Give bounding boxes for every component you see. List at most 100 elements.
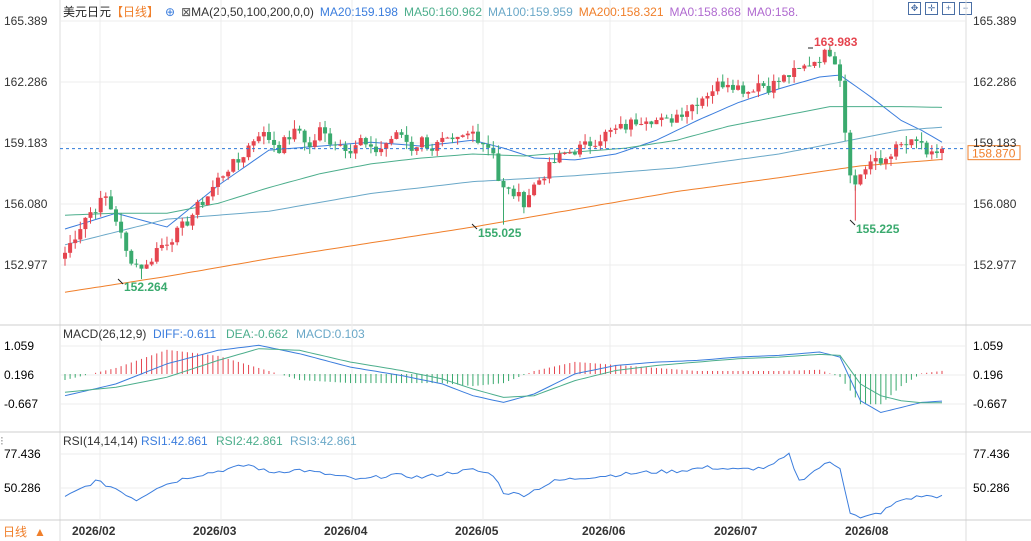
price-tick-right-4: 152.977 xyxy=(973,258,1017,272)
candle-body-137 xyxy=(761,83,766,86)
candle-body-41 xyxy=(272,139,277,145)
candle-body-40 xyxy=(266,132,271,140)
low-marker-2 xyxy=(471,223,478,230)
candle-body-11 xyxy=(119,221,124,233)
candle-body-126 xyxy=(705,96,710,99)
candle-body-89 xyxy=(516,192,521,197)
price-tick-right-1: 162.286 xyxy=(973,75,1017,89)
candle-body-49 xyxy=(312,140,317,147)
candle-body-36 xyxy=(246,145,251,158)
candle-body-103 xyxy=(588,141,593,146)
candle-body-73 xyxy=(435,141,440,151)
ma0-value-a: MA0:158.868 xyxy=(669,5,741,19)
candle-body-46 xyxy=(297,128,302,131)
candle-body-61 xyxy=(374,146,379,153)
candle-body-22 xyxy=(175,227,180,243)
candle-body-29 xyxy=(210,186,215,197)
candle-body-124 xyxy=(695,104,700,106)
candle-body-81 xyxy=(476,131,481,143)
rsi-tick-left-1: 50.286 xyxy=(4,481,41,495)
candle-body-84 xyxy=(491,147,496,154)
candle-body-167 xyxy=(914,139,919,142)
candle-body-14 xyxy=(134,263,139,265)
compare-icon[interactable]: ⊕ xyxy=(165,5,176,19)
candle-body-66 xyxy=(399,132,404,135)
candle-body-146 xyxy=(807,65,812,67)
candle-body-85 xyxy=(496,153,501,181)
candle-body-24 xyxy=(185,221,190,226)
x-tick-3: 2026/05 xyxy=(455,524,499,538)
crosshair-icon[interactable]: ✛ xyxy=(925,2,938,15)
candle-body-143 xyxy=(792,67,797,77)
macd-tick-right-1: 0.196 xyxy=(973,368,1003,382)
candle-body-17 xyxy=(149,261,154,265)
candle-body-91 xyxy=(526,195,531,208)
macd-title: MACD(26,12,9) xyxy=(63,327,146,341)
candle-body-34 xyxy=(236,159,241,163)
candle-body-151 xyxy=(832,56,837,65)
period-label[interactable]: 【日线】 xyxy=(111,5,160,19)
rsi-line xyxy=(64,452,943,519)
macd-diff-line xyxy=(64,344,943,414)
candle-body-144 xyxy=(797,67,802,69)
candle-body-100 xyxy=(572,152,577,155)
candle-body-32 xyxy=(226,171,231,177)
macd-dea: DEA:-0.662 xyxy=(226,327,288,341)
ma0-value-b: MA0:158. xyxy=(746,5,799,19)
rsi-settings-icon[interactable]: ⁝ xyxy=(0,434,4,448)
candle-body-104 xyxy=(593,145,598,147)
ma200-value: MA200:158.321 xyxy=(578,5,664,19)
price-tick-right-0: 165.389 xyxy=(973,14,1017,28)
candle-body-154 xyxy=(848,132,853,176)
grid xyxy=(60,0,966,520)
candle-body-148 xyxy=(817,61,822,63)
current-price-tag xyxy=(967,145,1021,161)
candle-body-39 xyxy=(261,132,266,137)
candle-body-171 xyxy=(934,151,939,154)
candle-body-0 xyxy=(63,252,67,259)
candle-body-20 xyxy=(164,244,169,246)
candle-body-56 xyxy=(348,150,353,154)
candle-body-160 xyxy=(878,158,883,164)
candle-body-55 xyxy=(343,144,348,151)
price-tick-left-2: 159.183 xyxy=(4,136,48,150)
candle-body-131 xyxy=(730,84,735,90)
candle-body-152 xyxy=(838,64,843,81)
macd-tick-left-0: 1.059 xyxy=(4,339,34,353)
indicator-toggle-icon[interactable]: ⊠ xyxy=(181,5,192,19)
candle-body-102 xyxy=(583,141,588,145)
macd-tick-left-1: 0.196 xyxy=(4,368,34,382)
candle-body-135 xyxy=(751,91,756,93)
macd-tick-right-2: -0.667 xyxy=(973,397,1007,411)
candle-body-149 xyxy=(822,49,827,63)
candle-body-13 xyxy=(129,250,134,264)
candle-body-130 xyxy=(725,84,730,88)
ma100-value: MA100:159.959 xyxy=(488,5,573,19)
candle-body-19 xyxy=(159,244,164,249)
x-tick-6: 2026/08 xyxy=(845,524,889,538)
period-selector[interactable]: 日线 xyxy=(3,525,27,539)
candle-body-141 xyxy=(781,75,786,82)
candle-body-18 xyxy=(154,248,159,262)
candle-body-129 xyxy=(720,81,725,88)
candle-body-70 xyxy=(419,137,424,148)
macd-panel xyxy=(64,344,943,414)
candle-body-9 xyxy=(108,196,113,210)
rsi-tick-right-1: 50.286 xyxy=(973,481,1010,495)
candle-body-155 xyxy=(853,175,858,185)
candle-body-106 xyxy=(603,131,608,142)
zoom-in-icon[interactable]: + xyxy=(942,2,955,15)
candle-body-168 xyxy=(919,141,924,143)
move-icon[interactable]: ✥ xyxy=(908,2,921,15)
period-selector-caret-icon[interactable]: ▲ xyxy=(34,525,46,539)
candle-body-166 xyxy=(909,139,914,146)
high-label: 163.983 xyxy=(814,35,858,49)
candle-body-117 xyxy=(659,117,664,121)
candle-body-60 xyxy=(368,144,373,147)
candle-body-105 xyxy=(598,141,603,146)
symbol-title: 美元日元 xyxy=(63,5,112,19)
candle-body-45 xyxy=(292,128,297,140)
candle-body-87 xyxy=(506,187,511,189)
candle-body-165 xyxy=(904,144,909,146)
